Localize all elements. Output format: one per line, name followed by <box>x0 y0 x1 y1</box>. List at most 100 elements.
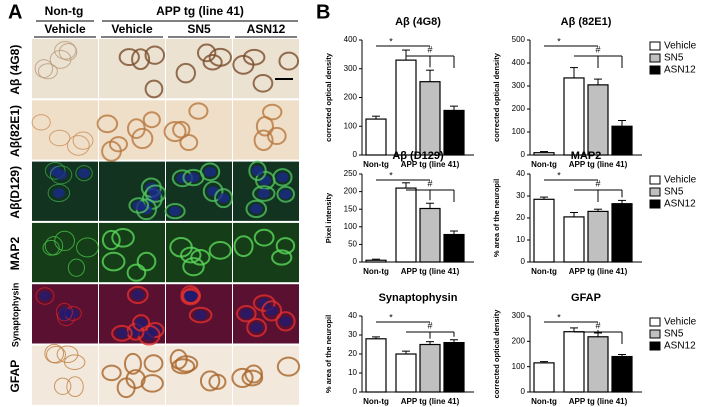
micrograph <box>233 160 299 221</box>
cell <box>101 364 122 382</box>
nucleus <box>259 175 272 186</box>
cell <box>144 45 166 65</box>
micrograph <box>166 222 232 283</box>
micrograph <box>99 284 165 346</box>
y-tick-label: 50 <box>348 240 357 249</box>
significance-mark: # <box>427 44 432 54</box>
cell <box>49 165 73 185</box>
nucleus <box>251 165 264 176</box>
y-tick-label: 150 <box>344 204 358 213</box>
micrograph <box>99 161 167 221</box>
chart-title: MAP2 <box>571 150 602 162</box>
cell <box>233 235 254 258</box>
significance-mark: # <box>595 44 600 54</box>
micrograph <box>233 100 299 160</box>
y-axis-label: % area of the neuropil <box>492 179 501 257</box>
bar <box>395 187 417 263</box>
x-group-label: APP tg (line 41) <box>401 397 460 406</box>
bar <box>395 353 417 393</box>
bar <box>611 125 633 156</box>
y-tick-label: 200 <box>344 187 358 196</box>
significance-mark: * <box>557 312 561 322</box>
bar <box>563 331 585 393</box>
column-header: Vehicle <box>44 22 86 36</box>
cell <box>171 358 196 375</box>
row-label: Aβ(82E1) <box>8 105 22 157</box>
y-tick-label: 10 <box>348 368 357 377</box>
cell <box>276 185 295 203</box>
cell <box>275 311 296 332</box>
y-tick-label: 0 <box>521 150 526 159</box>
cell <box>164 203 186 220</box>
micrograph-bg <box>99 39 165 99</box>
cell <box>72 131 94 150</box>
significance-mark: # <box>595 178 600 188</box>
y-tick-label: 30 <box>516 191 525 200</box>
micrograph <box>163 100 232 160</box>
legend-label: SN5 <box>664 329 684 340</box>
cell <box>253 228 275 247</box>
cell <box>175 62 197 84</box>
nucleus <box>240 308 253 319</box>
y-tick-label: 0 <box>521 387 526 396</box>
cell <box>271 249 293 266</box>
cell <box>196 43 217 63</box>
micrograph <box>232 39 300 99</box>
chart-title: GFAP <box>571 292 601 304</box>
cell <box>188 102 209 120</box>
cell <box>252 294 276 312</box>
chart-title: Synaptophysin <box>379 292 458 304</box>
cell <box>182 168 205 187</box>
significance-mark: # <box>427 178 432 188</box>
cell <box>252 73 274 93</box>
bar <box>563 216 585 263</box>
nucleus <box>78 168 91 179</box>
cell <box>66 376 84 398</box>
bar <box>443 342 465 393</box>
y-tick-label: 400 <box>344 35 358 44</box>
bar <box>419 81 441 156</box>
row-label: Synaptophysin <box>10 283 20 348</box>
nucleus <box>258 298 271 309</box>
significance-mark: * <box>389 312 393 322</box>
y-tick-label: 200 <box>512 104 526 113</box>
y-tick-label: 40 <box>516 169 525 178</box>
row-label: MAP2 <box>8 237 22 271</box>
bar <box>533 198 555 263</box>
cell <box>188 306 213 324</box>
cell <box>244 364 263 384</box>
micrograph <box>32 161 98 221</box>
nucleus <box>250 322 263 333</box>
cell <box>111 324 133 342</box>
micrograph <box>99 39 166 99</box>
cell <box>143 354 164 373</box>
bar <box>365 259 387 263</box>
cell <box>56 345 79 364</box>
column-header: SN5 <box>187 22 211 36</box>
y-tick-label: 300 <box>512 311 526 320</box>
x-group-label: APP tg (line 41) <box>569 397 628 406</box>
legend-label: SN5 <box>664 187 684 198</box>
legend-label: SN5 <box>664 53 684 64</box>
y-axis-label: % area of the neuropil <box>324 315 333 393</box>
y-tick-label: 300 <box>344 64 358 73</box>
x-group-label: Non-tg <box>363 160 389 169</box>
x-group-label: Non-tg <box>531 160 557 169</box>
cell <box>190 249 211 266</box>
y-tick-label: 100 <box>344 121 358 130</box>
legend-label: ASN12 <box>664 65 696 76</box>
nucleus <box>132 200 145 211</box>
cell <box>126 263 147 282</box>
cell <box>163 121 187 143</box>
chart-title: Aβ (D129) <box>392 150 444 162</box>
y-tick-label: 300 <box>512 81 526 90</box>
cell <box>111 227 135 248</box>
cell <box>248 160 267 182</box>
chart-title: Aβ (4G8) <box>395 16 441 28</box>
significance-mark: * <box>389 36 393 46</box>
chart-title: Aβ (82E1) <box>561 16 612 28</box>
nucleus <box>279 316 292 327</box>
y-tick-label: 200 <box>344 93 358 102</box>
legend-swatch <box>649 341 661 351</box>
micrograph <box>32 222 99 283</box>
